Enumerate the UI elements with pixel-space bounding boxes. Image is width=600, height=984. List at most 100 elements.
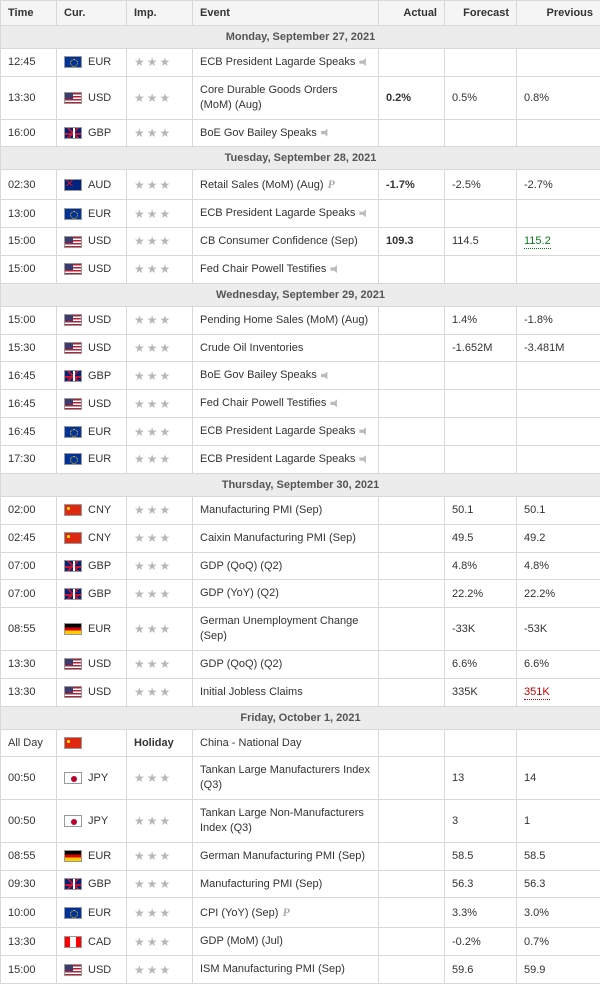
event-forecast: 50.1	[445, 496, 517, 524]
event-row[interactable]: 02:00CNY★★★Manufacturing PMI (Sep)50.150…	[1, 496, 600, 524]
event-previous: 1	[517, 800, 600, 843]
event-row[interactable]: 15:00USD★★★Fed Chair Powell Testifies	[1, 255, 600, 283]
currency-code: USD	[88, 263, 111, 275]
event-forecast: 6.6%	[445, 650, 517, 678]
event-row[interactable]: 13:30USD★★★Core Durable Goods Orders (Mo…	[1, 76, 600, 119]
event-row[interactable]: 15:00USD★★★ISM Manufacturing PMI (Sep)59…	[1, 956, 600, 984]
event-title-cell[interactable]: BoE Gov Bailey Speaks	[193, 119, 379, 147]
event-row[interactable]: All Day Holiday China - National Day	[1, 729, 600, 757]
cny-flag-icon	[64, 532, 82, 544]
event-row[interactable]: 02:45CNY★★★Caixin Manufacturing PMI (Sep…	[1, 524, 600, 552]
event-row[interactable]: 02:30AUD★★★Retail Sales (MoM) (Aug)P-1.7…	[1, 170, 600, 200]
event-title-cell[interactable]: German Manufacturing PMI (Sep)	[193, 842, 379, 870]
event-title-cell[interactable]: Fed Chair Powell Testifies	[193, 390, 379, 418]
event-title: Pending Home Sales (MoM) (Aug)	[200, 314, 368, 326]
event-row[interactable]: 13:30CAD★★★GDP (MoM) (Jul)-0.2%0.7%	[1, 928, 600, 956]
event-row[interactable]: 00:50JPY★★★Tankan Large Non-Manufacturer…	[1, 800, 600, 843]
event-title-cell[interactable]: Tankan Large Non-Manufacturers Index (Q3…	[193, 800, 379, 843]
col-forecast[interactable]: Forecast	[445, 1, 517, 26]
col-event[interactable]: Event	[193, 1, 379, 26]
col-currency[interactable]: Cur.	[57, 1, 127, 26]
event-row[interactable]: 07:00GBP★★★GDP (QoQ) (Q2)4.8%4.8%	[1, 552, 600, 580]
event-row[interactable]: 16:45USD★★★Fed Chair Powell Testifies	[1, 390, 600, 418]
gbp-flag-icon	[64, 878, 82, 890]
event-importance: ★★★	[127, 650, 193, 678]
event-actual	[379, 678, 445, 706]
day-header: Tuesday, September 28, 2021	[1, 147, 600, 170]
event-title-cell[interactable]: ISM Manufacturing PMI (Sep)	[193, 956, 379, 984]
event-title-cell[interactable]: Manufacturing PMI (Sep)	[193, 496, 379, 524]
event-row[interactable]: 16:45EUR★★★ECB President Lagarde Speaks	[1, 418, 600, 446]
event-title-cell[interactable]: Caixin Manufacturing PMI (Sep)	[193, 524, 379, 552]
importance-stars: ★★★	[134, 503, 172, 517]
event-previous: 50.1	[517, 496, 600, 524]
currency-code: EUR	[88, 623, 111, 635]
day-header-label: Wednesday, September 29, 2021	[1, 283, 600, 306]
event-title-cell[interactable]: Core Durable Goods Orders (MoM) (Aug)	[193, 76, 379, 119]
currency-code: USD	[88, 92, 111, 104]
event-row[interactable]: 15:00USD★★★Pending Home Sales (MoM) (Aug…	[1, 306, 600, 334]
event-title-cell[interactable]: Manufacturing PMI (Sep)	[193, 870, 379, 898]
event-importance: ★★★	[127, 119, 193, 147]
event-previous: 351K	[517, 678, 600, 706]
event-importance: ★★★	[127, 552, 193, 580]
col-importance[interactable]: Imp.	[127, 1, 193, 26]
event-title-cell[interactable]: GDP (YoY) (Q2)	[193, 580, 379, 608]
event-title-cell[interactable]: China - National Day	[193, 729, 379, 757]
holiday-label: Holiday	[134, 737, 174, 749]
event-title-cell[interactable]: CB Consumer Confidence (Sep)	[193, 228, 379, 256]
event-title-cell[interactable]: GDP (MoM) (Jul)	[193, 928, 379, 956]
event-title-cell[interactable]: CPI (YoY) (Sep)P	[193, 898, 379, 928]
event-row[interactable]: 07:00GBP★★★GDP (YoY) (Q2)22.2%22.2%	[1, 580, 600, 608]
event-title-cell[interactable]: Pending Home Sales (MoM) (Aug)	[193, 306, 379, 334]
event-row[interactable]: 08:55EUR★★★German Manufacturing PMI (Sep…	[1, 842, 600, 870]
event-title-cell[interactable]: Crude Oil Inventories	[193, 334, 379, 362]
col-previous[interactable]: Previous	[517, 1, 600, 26]
event-row[interactable]: 16:45GBP★★★BoE Gov Bailey Speaks	[1, 362, 600, 390]
event-importance: ★★★	[127, 445, 193, 473]
event-row[interactable]: 08:55EUR★★★German Unemployment Change (S…	[1, 608, 600, 651]
event-row[interactable]: 00:50JPY★★★Tankan Large Manufacturers In…	[1, 757, 600, 800]
event-title-cell[interactable]: GDP (QoQ) (Q2)	[193, 552, 379, 580]
event-title-cell[interactable]: German Unemployment Change (Sep)	[193, 608, 379, 651]
day-header-label: Friday, October 1, 2021	[1, 706, 600, 729]
event-title-cell[interactable]: ECB President Lagarde Speaks	[193, 418, 379, 446]
event-importance: ★★★	[127, 362, 193, 390]
event-forecast: 58.5	[445, 842, 517, 870]
event-row[interactable]: 17:30EUR★★★ECB President Lagarde Speaks	[1, 445, 600, 473]
event-importance: ★★★	[127, 870, 193, 898]
importance-stars: ★★★	[134, 341, 172, 355]
event-title: GDP (YoY) (Q2)	[200, 587, 279, 599]
event-row[interactable]: 10:00EUR★★★CPI (YoY) (Sep)P3.3%3.0%	[1, 898, 600, 928]
event-row[interactable]: 13:00EUR★★★ECB President Lagarde Speaks	[1, 200, 600, 228]
col-time[interactable]: Time	[1, 1, 57, 26]
event-row[interactable]: 15:00USD★★★CB Consumer Confidence (Sep)1…	[1, 228, 600, 256]
event-row[interactable]: 13:30USD★★★Initial Jobless Claims335K351…	[1, 678, 600, 706]
event-row[interactable]: 13:30USD★★★GDP (QoQ) (Q2)6.6%6.6%	[1, 650, 600, 678]
event-currency: EUR	[57, 842, 127, 870]
event-row[interactable]: 15:30USD★★★Crude Oil Inventories-1.652M-…	[1, 334, 600, 362]
col-actual[interactable]: Actual	[379, 1, 445, 26]
event-title-cell[interactable]: BoE Gov Bailey Speaks	[193, 362, 379, 390]
event-forecast	[445, 362, 517, 390]
event-title-cell[interactable]: Fed Chair Powell Testifies	[193, 255, 379, 283]
event-title-cell[interactable]: ECB President Lagarde Speaks	[193, 445, 379, 473]
event-currency: CNY	[57, 524, 127, 552]
event-title-cell[interactable]: ECB President Lagarde Speaks	[193, 49, 379, 77]
event-importance: ★★★	[127, 757, 193, 800]
preliminary-icon: P	[282, 904, 289, 920]
event-row[interactable]: 12:45EUR★★★ECB President Lagarde Speaks	[1, 49, 600, 77]
event-previous	[517, 729, 600, 757]
gbp-flag-icon	[64, 588, 82, 600]
event-title-cell[interactable]: Initial Jobless Claims	[193, 678, 379, 706]
event-time: All Day	[1, 729, 57, 757]
event-title-cell[interactable]: GDP (QoQ) (Q2)	[193, 650, 379, 678]
event-title-cell[interactable]: Retail Sales (MoM) (Aug)P	[193, 170, 379, 200]
eur-flag-icon	[64, 907, 82, 919]
event-row[interactable]: 16:00GBP★★★BoE Gov Bailey Speaks	[1, 119, 600, 147]
event-title-cell[interactable]: ECB President Lagarde Speaks	[193, 200, 379, 228]
event-title-cell[interactable]: Tankan Large Manufacturers Index (Q3)	[193, 757, 379, 800]
event-row[interactable]: 09:30GBP★★★Manufacturing PMI (Sep)56.356…	[1, 870, 600, 898]
event-previous	[517, 255, 600, 283]
importance-stars: ★★★	[134, 262, 172, 276]
